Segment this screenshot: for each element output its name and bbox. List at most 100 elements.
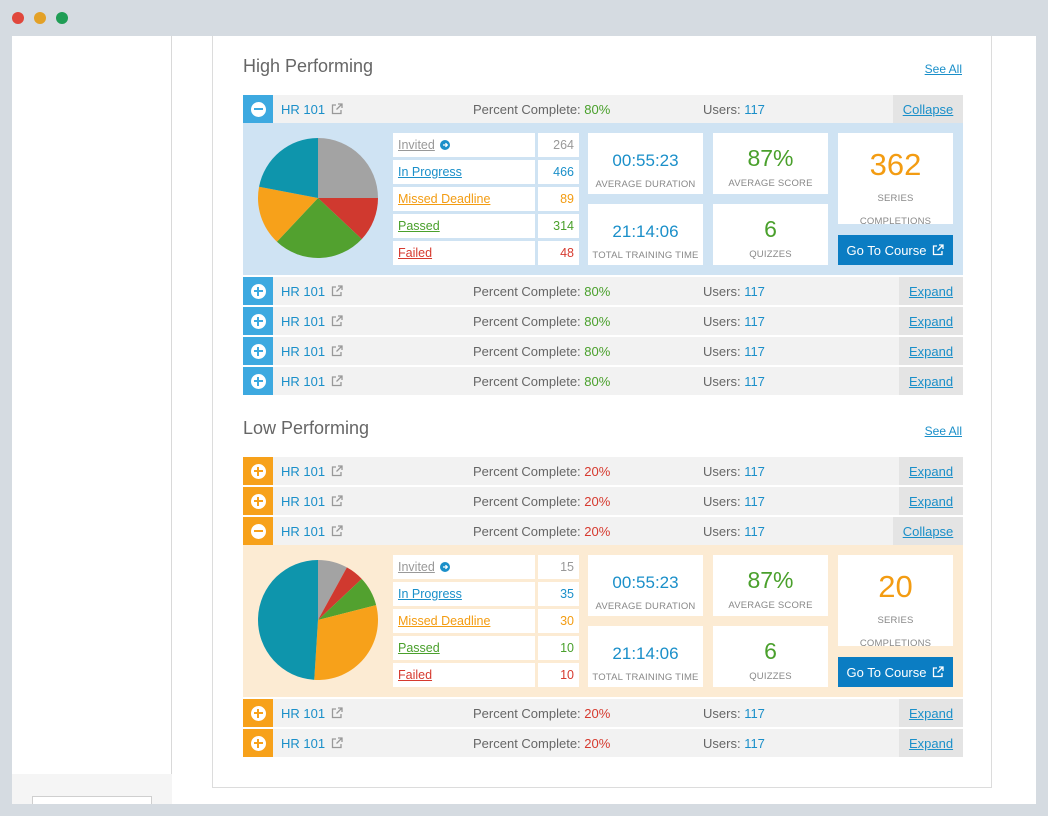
window-minimize-button[interactable] (34, 12, 46, 24)
average-duration-card: 00:55:23 AVERAGE DURATION (588, 555, 703, 616)
pie-slice-passed (318, 578, 377, 620)
average-score-card: 87% AVERAGE SCORE (713, 555, 828, 616)
percent-complete: Percent Complete: 80% (473, 344, 611, 359)
go-to-course-button[interactable]: Go To Course (838, 657, 953, 687)
stat-failed-link[interactable]: Failed (393, 241, 535, 265)
minus-circle-icon (250, 101, 266, 117)
expand-toggle[interactable] (243, 699, 273, 727)
collapse-toggle[interactable] (243, 517, 273, 545)
sidebar-input[interactable] (32, 796, 152, 804)
expand-toggle[interactable] (243, 307, 273, 335)
expand-link[interactable]: Expand (899, 337, 963, 365)
stat-invited: Invited 264 (393, 133, 579, 157)
course-row: HR 101 Percent Complete: 20% Users: 117 … (243, 699, 963, 727)
average-duration-label: AVERAGE DURATION (595, 179, 696, 190)
low-see-all-link[interactable]: See All (924, 424, 962, 438)
course-link[interactable]: HR 101 (281, 524, 343, 539)
pie-slice-in-progress (257, 560, 318, 680)
course-link[interactable]: HR 101 (281, 374, 343, 389)
expand-link[interactable]: Expand (899, 487, 963, 515)
expand-toggle[interactable] (243, 729, 273, 757)
course-link[interactable]: HR 101 (281, 494, 343, 509)
stat-in-progress-value: 35 (538, 582, 579, 606)
window-maximize-button[interactable] (56, 12, 68, 24)
stat-invited-link[interactable]: Invited (393, 555, 535, 579)
course-row: HR 101 Percent Complete: 20% Users: 117 … (243, 457, 963, 485)
course-detail-low: Invited 15 In Progress 35 Missed Deadlin… (243, 545, 963, 697)
expand-link[interactable]: Expand (899, 729, 963, 757)
external-link-icon (933, 666, 945, 678)
stat-passed-value: 314 (538, 214, 579, 238)
plus-circle-icon (250, 373, 266, 389)
expand-link[interactable]: Expand (899, 307, 963, 335)
course-link[interactable]: HR 101 (281, 706, 343, 721)
pie-slice-missed-deadline (314, 605, 378, 680)
percent-complete: Percent Complete: 20% (473, 706, 611, 721)
expand-link[interactable]: Expand (899, 699, 963, 727)
course-link[interactable]: HR 101 (281, 344, 343, 359)
completions-label: COMPLETIONS (859, 638, 932, 649)
collapse-toggle[interactable] (243, 95, 273, 123)
quizzes-card: 6 QUIZZES (713, 204, 828, 265)
expand-toggle[interactable] (243, 337, 273, 365)
expand-toggle[interactable] (243, 457, 273, 485)
window-close-button[interactable] (12, 12, 24, 24)
expand-link[interactable]: Expand (899, 277, 963, 305)
stat-passed-link[interactable]: Passed (393, 214, 535, 238)
quizzes-label: QUIZZES (749, 671, 792, 682)
arrow-right-icon (439, 562, 450, 572)
users-count: Users: 117 (703, 736, 765, 751)
stat-invited-value: 15 (538, 555, 579, 579)
external-link-icon (331, 315, 343, 327)
collapse-link[interactable]: Collapse (893, 517, 963, 545)
plus-circle-icon (250, 493, 266, 509)
stat-passed: Passed 314 (393, 214, 579, 238)
total-training-time-value: 21:14:06 (612, 644, 679, 663)
users-count: Users: 117 (703, 464, 765, 479)
course-detail-high: Invited 264 In Progress 466 Missed Deadl… (243, 123, 963, 275)
course-row: HR 101 Percent Complete: 80% Users: 117 … (243, 367, 963, 395)
course-row: HR 101 Percent Complete: 80% Users: 117 … (243, 277, 963, 305)
stat-in-progress: In Progress 35 (393, 582, 579, 606)
total-training-time-value: 21:14:06 (612, 222, 679, 241)
stat-in-progress-link[interactable]: In Progress (393, 582, 535, 606)
users-count: Users: 117 (703, 524, 765, 539)
plus-circle-icon (250, 343, 266, 359)
pie-slice-failed (318, 567, 362, 620)
external-link-icon (331, 495, 343, 507)
minus-circle-icon (250, 523, 266, 539)
expand-toggle[interactable] (243, 487, 273, 515)
stat-invited: Invited 15 (393, 555, 579, 579)
course-link[interactable]: HR 101 (281, 314, 343, 329)
expand-toggle[interactable] (243, 367, 273, 395)
course-link[interactable]: HR 101 (281, 102, 343, 117)
external-link-icon (331, 285, 343, 297)
stat-failed-link[interactable]: Failed (393, 663, 535, 687)
expand-toggle[interactable] (243, 277, 273, 305)
average-score-value: 87% (747, 567, 794, 593)
average-score-label: AVERAGE SCORE (728, 178, 813, 189)
average-duration-card: 00:55:23 AVERAGE DURATION (588, 133, 703, 194)
expand-link[interactable]: Expand (899, 457, 963, 485)
collapse-link[interactable]: Collapse (893, 95, 963, 123)
stat-missed-deadline: Missed Deadline 89 (393, 187, 579, 211)
pie-slice-invited (318, 560, 347, 620)
course-link[interactable]: HR 101 (281, 464, 343, 479)
course-link[interactable]: HR 101 (281, 736, 343, 751)
stat-missed-deadline-link[interactable]: Missed Deadline (393, 609, 535, 633)
stat-missed-deadline-link[interactable]: Missed Deadline (393, 187, 535, 211)
course-link[interactable]: HR 101 (281, 284, 343, 299)
plus-circle-icon (250, 463, 266, 479)
users-count: Users: 117 (703, 284, 765, 299)
expand-link[interactable]: Expand (899, 367, 963, 395)
high-see-all-link[interactable]: See All (924, 62, 962, 76)
stat-in-progress-link[interactable]: In Progress (393, 160, 535, 184)
stat-passed-link[interactable]: Passed (393, 636, 535, 660)
go-to-course-button[interactable]: Go To Course (838, 235, 953, 265)
average-score-card: 87% AVERAGE SCORE (713, 133, 828, 194)
users-count: Users: 117 (703, 102, 765, 117)
course-row-expanded: HR 101 Percent Complete: 80% Users: 117 … (243, 95, 963, 123)
stat-invited-link[interactable]: Invited (393, 133, 535, 157)
users-count: Users: 117 (703, 314, 765, 329)
course-row: HR 101 Percent Complete: 20% Users: 117 … (243, 487, 963, 515)
